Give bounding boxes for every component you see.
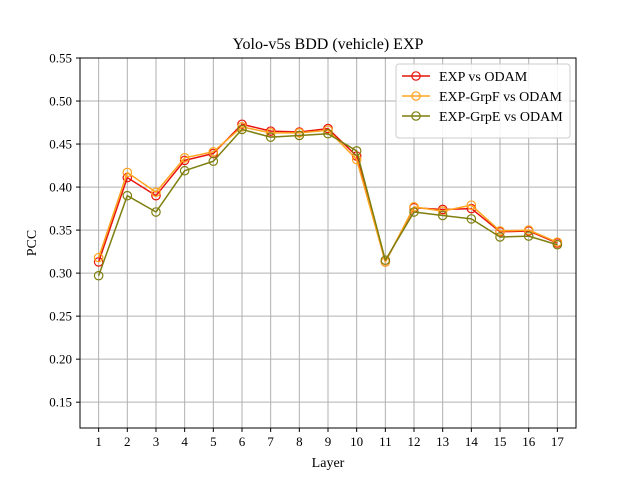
y-tick-label: 0.25: [49, 309, 72, 324]
data-point: [122, 190, 133, 201]
x-axis-label: Layer: [312, 456, 345, 471]
data-point: [93, 270, 104, 281]
data-point: [151, 207, 161, 217]
data-point: [552, 239, 563, 250]
legend-label: EXP vs ODAM: [439, 70, 528, 85]
chart-title: Yolo-v5s BDD (vehicle) EXP: [233, 36, 424, 53]
x-tick-label: 6: [239, 434, 246, 449]
data-point: [323, 128, 333, 139]
x-tick-label: 5: [210, 434, 217, 449]
x-tick-label: 11: [379, 434, 392, 449]
series-line: [97, 128, 558, 276]
data-point: [523, 225, 534, 235]
y-tick-label: 0.55: [49, 51, 72, 66]
data-point: [437, 210, 448, 221]
x-tick-label: 15: [494, 434, 507, 449]
data-point: [294, 128, 305, 138]
data-point: [495, 226, 505, 236]
y-tick-label: 0.15: [49, 395, 72, 410]
data-point: [495, 232, 505, 242]
data-point: [122, 167, 133, 178]
data-point: [179, 155, 190, 166]
legend-label: EXP-GrpF vs ODAM: [439, 90, 562, 105]
x-tick-label: 12: [408, 434, 421, 449]
data-point: [409, 207, 419, 217]
data-point: [523, 231, 534, 241]
x-tick-label: 9: [325, 434, 332, 449]
series-2: [93, 122, 563, 267]
y-tick-label: 0.30: [49, 266, 72, 281]
data-point: [351, 146, 362, 156]
y-tick-label: 0.45: [49, 137, 72, 152]
y-tick-label: 0.20: [49, 352, 72, 367]
data-point: [179, 153, 190, 163]
data-point: [466, 200, 477, 210]
x-tick-label: 1: [95, 434, 102, 449]
x-tick-label: 4: [181, 434, 188, 449]
data-point: [208, 156, 219, 167]
data-point: [237, 122, 247, 132]
plot-series: [93, 119, 563, 281]
x-tick-label: 10: [350, 434, 363, 449]
legend-swatch-marker: [411, 91, 421, 101]
legend-item: EXP-GrpF vs ODAM: [402, 90, 562, 105]
series-3: [93, 124, 563, 281]
data-point: [466, 214, 477, 224]
y-tick-label: 0.40: [49, 180, 72, 195]
legend-item: EXP-GrpE vs ODAM: [402, 110, 563, 125]
data-point: [409, 202, 419, 212]
x-tick-label: 16: [522, 434, 536, 449]
data-point: [552, 237, 563, 247]
legend-box: [395, 63, 571, 139]
x-tick-label: 7: [267, 434, 274, 449]
axis-ticks: 1 2 3 4 5 6 7 8 9 10 11 12 13 14 15 16 170.150.200.250.3…: [49, 51, 564, 450]
legend-swatch-marker: [411, 111, 421, 121]
data-point: [294, 130, 305, 141]
data-point: [179, 165, 190, 176]
data-point: [208, 146, 219, 157]
x-tick-label: 17: [551, 434, 565, 449]
series-line: [97, 126, 558, 263]
x-tick-label: 3: [153, 434, 160, 449]
data-point: [151, 187, 161, 198]
x-tick-label: 14: [465, 434, 479, 449]
y-tick-label: 0.50: [49, 94, 72, 109]
data-point: [237, 124, 247, 135]
legend-label: EXP-GrpE vs ODAM: [439, 110, 563, 125]
x-tick-label: 8: [296, 434, 303, 449]
data-point: [93, 252, 104, 263]
y-axis-label: PCC: [25, 230, 40, 256]
x-tick-label: 2: [124, 434, 131, 449]
legend-item: EXP vs ODAM: [402, 70, 528, 85]
y-tick-label: 0.35: [49, 223, 72, 238]
data-point: [380, 255, 391, 266]
legend-swatch-marker: [411, 71, 421, 81]
data-point: [265, 132, 276, 142]
data-point: [237, 119, 247, 130]
series-line: [97, 123, 558, 263]
legend: EXP vs ODAM EXP-GrpF vs ODAM EXP-GrpE vs O…: [395, 63, 571, 139]
x-tick-label: 13: [436, 434, 449, 449]
